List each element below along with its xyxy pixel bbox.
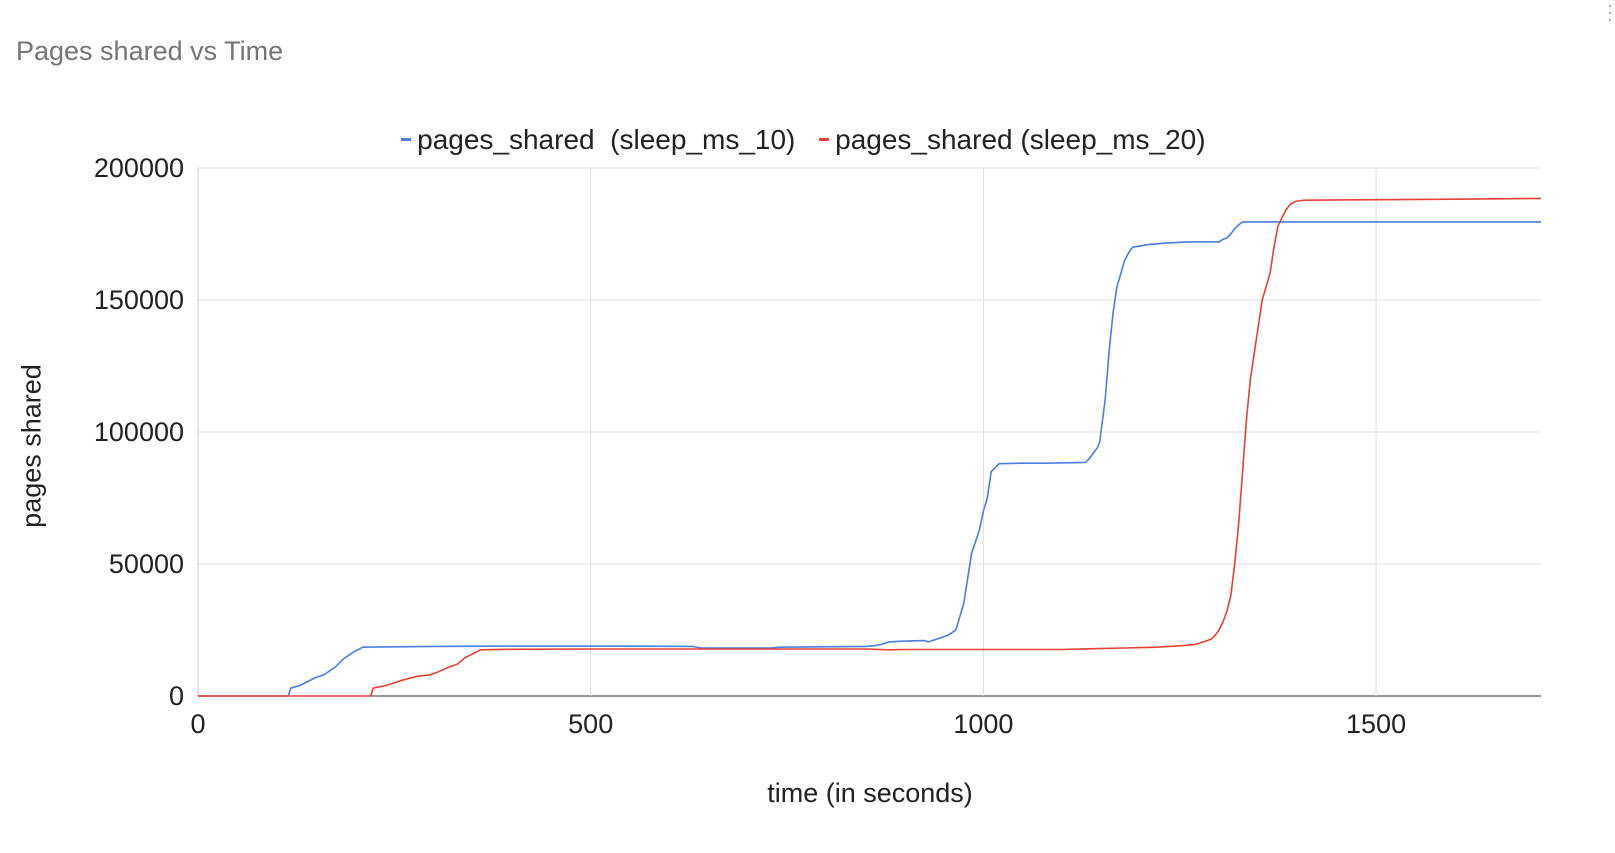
legend-label-sleep-ms-20: pages_shared (sleep_ms_20) (835, 124, 1206, 155)
y-tick-label: 100000 (94, 417, 184, 447)
legend-swatch-red (819, 138, 830, 142)
legend-swatch-blue (401, 138, 412, 142)
legend-label-sleep-ms-10: pages_shared (sleep_ms_10) (417, 124, 796, 155)
legend: pages_shared (sleep_ms_10) pages_shared … (0, 92, 1615, 155)
x-axis-label: time (in seconds) (767, 778, 973, 808)
legend-item-sleep-ms-20[interactable]: pages_shared (sleep_ms_20) (788, 92, 1206, 188)
chart-title: Pages shared vs Time (16, 36, 284, 66)
series-lines (198, 197, 1542, 697)
y-tick-label: 200000 (94, 153, 184, 183)
y-tick-label: 0 (169, 681, 184, 711)
x-tick-label: 1500 (1346, 709, 1406, 739)
x-tick-label: 1000 (953, 709, 1013, 739)
series-line-sleep-ms-20[interactable] (198, 197, 1542, 697)
legend-item-sleep-ms-10[interactable]: pages_shared (sleep_ms_10) (370, 92, 795, 188)
y-tick-label: 50000 (109, 549, 184, 579)
more-vert-icon[interactable]: · · · (1607, 0, 1613, 29)
x-tick-label: 500 (568, 709, 613, 739)
y-tick-label: 150000 (94, 285, 184, 315)
x-tick-label: 0 (190, 709, 205, 739)
grid (197, 167, 1541, 697)
series-line-sleep-ms-10[interactable] (198, 221, 1541, 697)
tick-labels: 0 50000 100000 150000 200000 0 500 1000 1500 (94, 153, 1406, 739)
